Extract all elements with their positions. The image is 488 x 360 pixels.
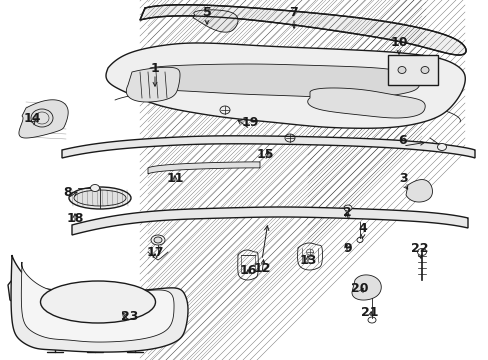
Polygon shape bbox=[11, 255, 187, 352]
Ellipse shape bbox=[151, 235, 164, 245]
Text: 13: 13 bbox=[299, 253, 316, 266]
Text: 18: 18 bbox=[66, 211, 83, 225]
Polygon shape bbox=[142, 64, 419, 98]
Text: 2: 2 bbox=[342, 206, 351, 219]
Polygon shape bbox=[19, 100, 68, 138]
Text: 5: 5 bbox=[202, 5, 211, 18]
Polygon shape bbox=[140, 5, 465, 55]
Text: 4: 4 bbox=[358, 221, 366, 234]
Ellipse shape bbox=[420, 67, 428, 73]
Text: 15: 15 bbox=[256, 148, 273, 162]
Text: 3: 3 bbox=[399, 171, 407, 184]
Ellipse shape bbox=[397, 67, 405, 73]
Text: 1: 1 bbox=[150, 62, 159, 75]
Ellipse shape bbox=[437, 144, 446, 150]
Ellipse shape bbox=[90, 184, 99, 192]
Text: 8: 8 bbox=[63, 185, 72, 198]
Text: 17: 17 bbox=[146, 246, 163, 258]
Text: 16: 16 bbox=[239, 264, 256, 276]
Polygon shape bbox=[193, 10, 238, 32]
Polygon shape bbox=[148, 162, 260, 174]
Polygon shape bbox=[106, 43, 465, 128]
Polygon shape bbox=[126, 67, 180, 102]
Text: 23: 23 bbox=[121, 310, 139, 323]
Polygon shape bbox=[72, 207, 467, 235]
Ellipse shape bbox=[343, 205, 351, 211]
Text: 7: 7 bbox=[289, 5, 298, 18]
Ellipse shape bbox=[74, 190, 126, 206]
Polygon shape bbox=[62, 136, 474, 158]
Text: 19: 19 bbox=[241, 117, 258, 130]
Text: 11: 11 bbox=[166, 171, 183, 184]
Text: 20: 20 bbox=[350, 282, 368, 294]
Text: 12: 12 bbox=[253, 261, 270, 274]
Text: 21: 21 bbox=[361, 306, 378, 319]
Text: 9: 9 bbox=[343, 242, 351, 255]
Ellipse shape bbox=[154, 237, 162, 243]
Polygon shape bbox=[387, 55, 437, 85]
Text: 10: 10 bbox=[389, 36, 407, 49]
Text: 22: 22 bbox=[410, 242, 428, 255]
Polygon shape bbox=[21, 262, 174, 342]
Polygon shape bbox=[405, 180, 431, 202]
Ellipse shape bbox=[69, 187, 131, 209]
Polygon shape bbox=[307, 88, 425, 118]
Ellipse shape bbox=[306, 249, 313, 255]
Text: 14: 14 bbox=[23, 112, 41, 125]
Text: 6: 6 bbox=[398, 134, 407, 147]
Polygon shape bbox=[351, 275, 381, 300]
Ellipse shape bbox=[41, 281, 155, 323]
